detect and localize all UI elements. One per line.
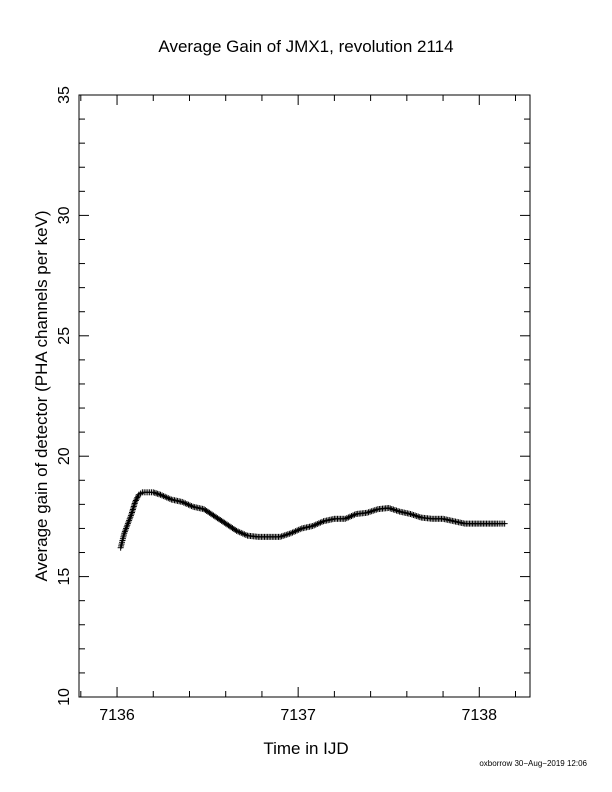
data-point — [132, 498, 139, 505]
data-point — [385, 504, 392, 511]
data-point — [410, 512, 417, 519]
data-point — [395, 508, 402, 515]
data-point — [413, 513, 420, 520]
data-point — [365, 509, 372, 516]
data-point — [409, 511, 416, 518]
y-tick-label: 15 — [56, 568, 73, 586]
data-point — [371, 507, 378, 514]
y-tick-label: 25 — [56, 327, 73, 345]
y-tick-label: 10 — [56, 688, 73, 706]
data-point — [373, 506, 380, 513]
chart-title: Average Gain of JMX1, revolution 2114 — [158, 37, 453, 56]
plot-frame — [78, 94, 531, 698]
data-point — [281, 532, 288, 539]
data-point — [280, 532, 287, 539]
tick-labels: 10 15 20 25 30 35 7136 7137 7138 — [56, 86, 497, 724]
data-point — [133, 496, 140, 503]
data-point — [370, 507, 377, 514]
y-axis-label: Average gain of detector (PHA channels p… — [32, 210, 51, 581]
x-axis-label: Time in IJD — [263, 739, 348, 758]
data-point — [393, 507, 400, 514]
data-point — [391, 507, 398, 514]
x-tick-label: 7138 — [461, 707, 497, 724]
data-point — [388, 506, 395, 513]
data-point — [134, 494, 141, 501]
data-point — [368, 508, 375, 515]
data-point — [135, 493, 142, 500]
data-point — [278, 533, 285, 540]
data-point — [283, 531, 290, 538]
data-point — [416, 514, 423, 521]
data-point — [390, 506, 397, 513]
data-point — [407, 510, 414, 517]
data-point — [415, 513, 422, 520]
data-series — [117, 489, 508, 551]
data-point — [387, 505, 394, 512]
data-point — [367, 508, 374, 515]
data-point — [363, 509, 370, 516]
data-point — [277, 533, 284, 540]
data-point — [501, 520, 508, 527]
y-tick-label: 30 — [56, 206, 73, 224]
axis-ticks — [79, 94, 530, 698]
data-point — [132, 497, 139, 504]
y-tick-label: 35 — [56, 86, 73, 104]
y-tick-label: 20 — [56, 447, 73, 465]
footer-stamp: oxborrow 30−Aug−2019 12:06 — [479, 759, 587, 768]
x-tick-label: 7137 — [280, 707, 316, 724]
data-point — [412, 512, 419, 519]
x-tick-label: 7136 — [99, 707, 135, 724]
